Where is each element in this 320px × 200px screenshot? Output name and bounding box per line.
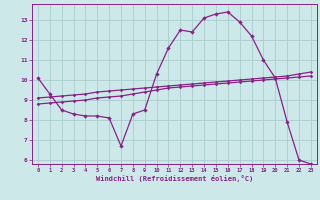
X-axis label: Windchill (Refroidissement éolien,°C): Windchill (Refroidissement éolien,°C) [96, 175, 253, 182]
